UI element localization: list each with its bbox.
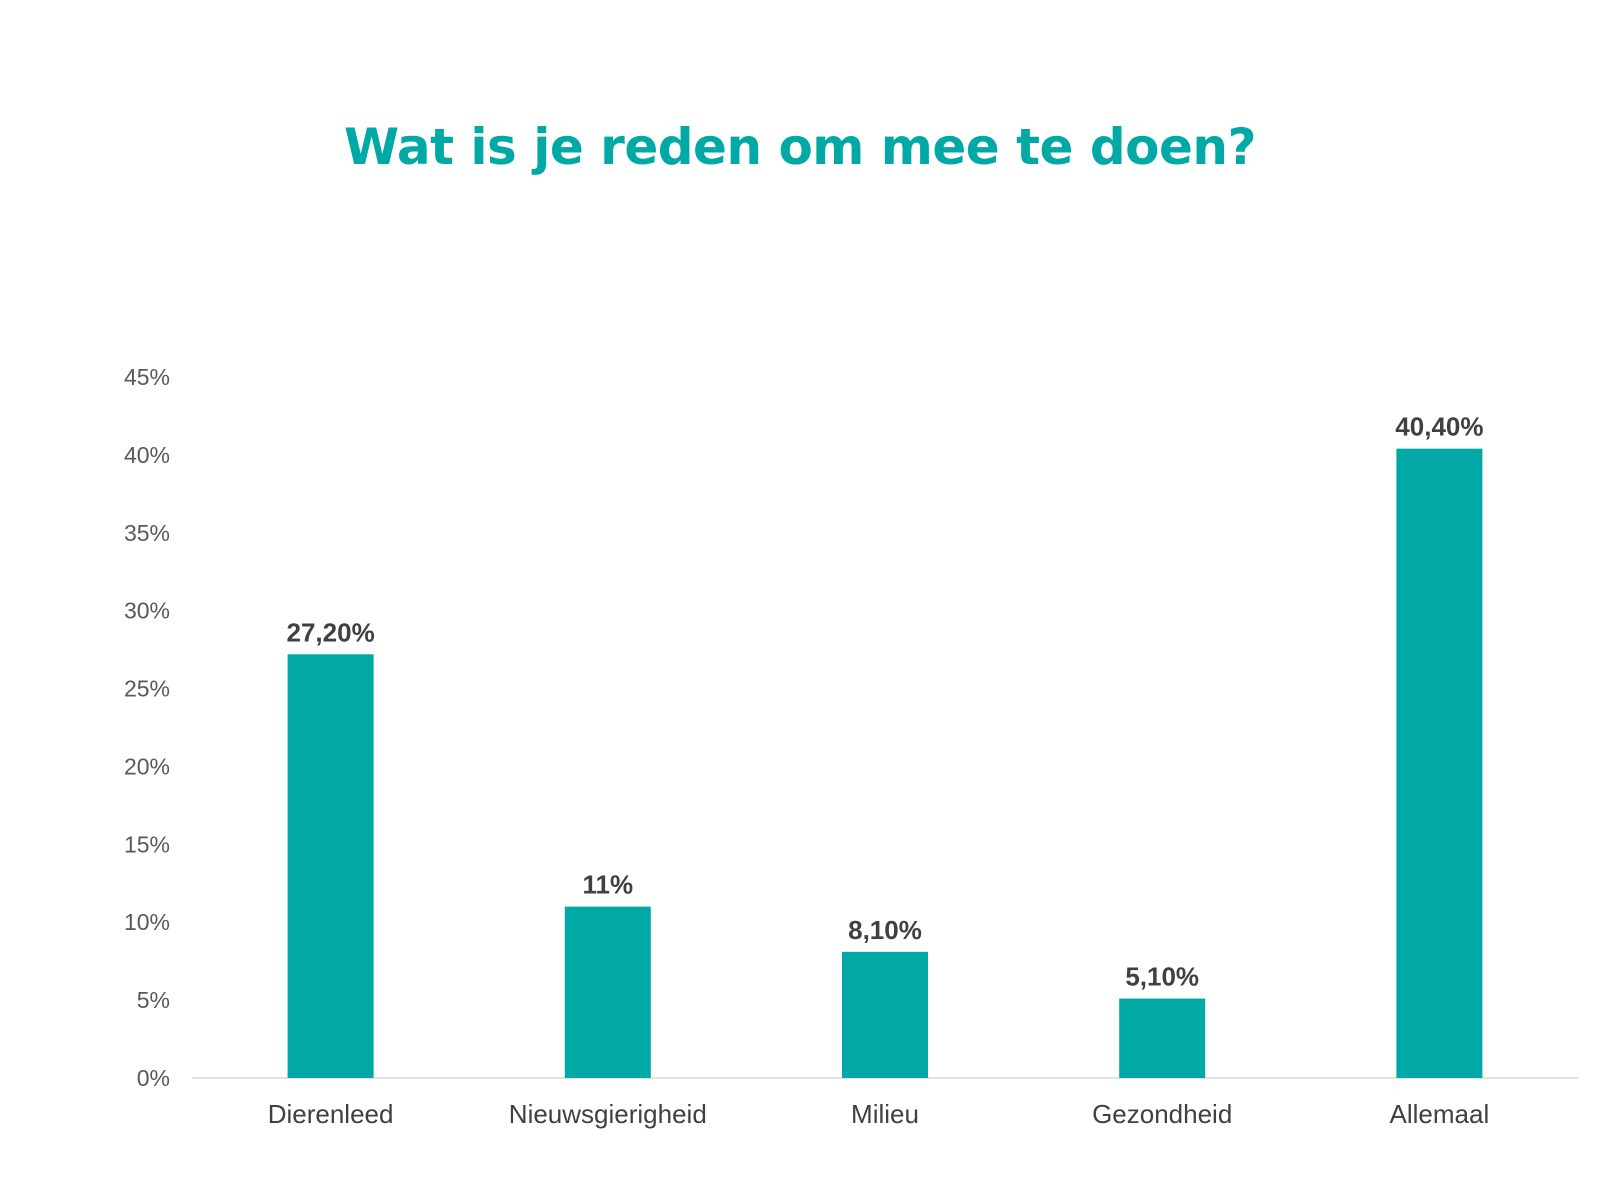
bar-allemaal (1396, 448, 1483, 1078)
bars (287, 448, 1483, 1078)
y-tick-label: 0% (137, 1065, 170, 1091)
bar-dierenleed (287, 654, 374, 1078)
category-labels: Dierenleed Nieuwsgierigheid Milieu Gezondhe… (268, 1099, 1490, 1129)
y-tick-label: 35% (124, 520, 170, 546)
category-label: Milieu (851, 1099, 919, 1129)
y-tick-label: 15% (124, 831, 170, 857)
data-labels: 27,20% 11% 8,10% 5,10% 40,40% (287, 412, 1484, 992)
y-tick-label: 20% (124, 753, 170, 779)
y-tick-label: 25% (124, 676, 170, 702)
category-label: Dierenleed (268, 1099, 394, 1129)
data-label: 8,10% (848, 915, 922, 945)
data-label: 5,10% (1125, 962, 1199, 992)
y-tick-label: 5% (137, 987, 170, 1013)
y-tick-label: 10% (124, 909, 170, 935)
category-label: Nieuwsgierigheid (509, 1099, 707, 1129)
data-label: 11% (582, 870, 633, 900)
bar-gezondheid (1119, 998, 1206, 1078)
category-label: Gezondheid (1092, 1099, 1232, 1129)
data-label: 40,40% (1395, 412, 1483, 442)
chart-title: Wat is je reden om mee te doen? (343, 118, 1257, 176)
bar-nieuwsgierigheid (564, 906, 651, 1078)
y-tick-label: 30% (124, 598, 170, 624)
y-axis-ticks: 0% 5% 10% 15% 20% 25% 30% 35% 40% 45% (124, 364, 170, 1091)
data-label: 27,20% (287, 617, 375, 647)
bar-milieu (842, 951, 928, 1078)
y-tick-label: 40% (124, 442, 170, 468)
y-tick-label: 45% (124, 364, 170, 390)
category-label: Allemaal (1390, 1099, 1490, 1129)
